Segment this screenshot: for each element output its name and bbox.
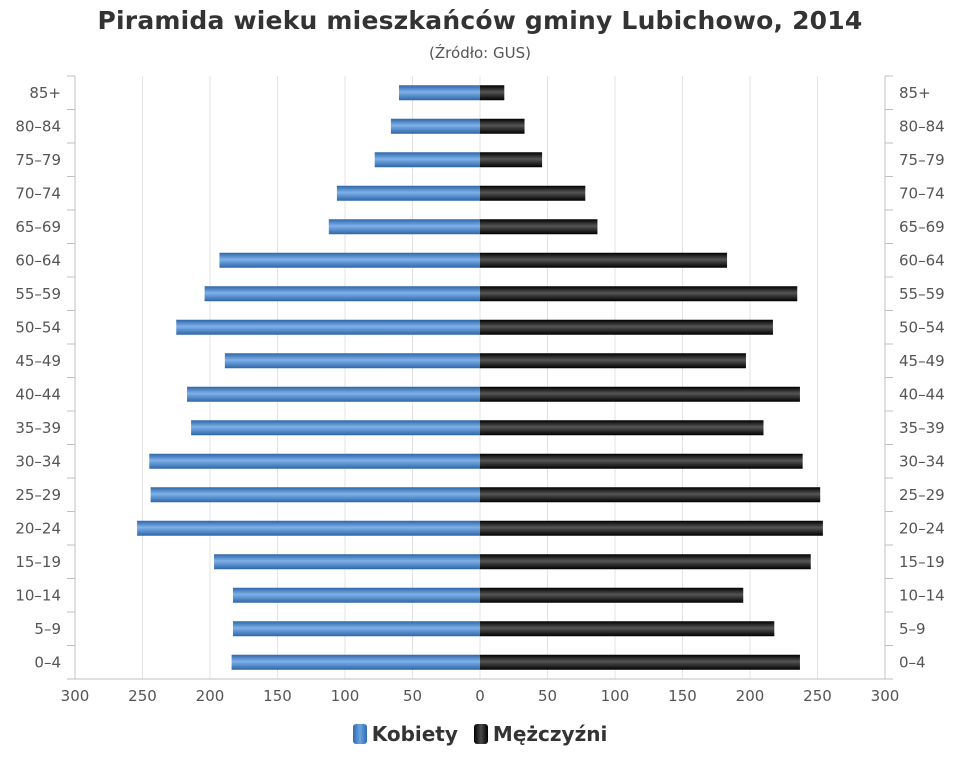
bar-mezczyzni — [480, 152, 543, 168]
legend: Kobiety Mężczyźni — [0, 722, 960, 746]
bar-kobiety — [150, 487, 480, 503]
bar-mezczyzni — [480, 319, 773, 335]
axes — [67, 75, 893, 680]
y-tick-label-right: 80–84 — [899, 117, 945, 135]
y-tick-label-right: 0–4 — [899, 653, 926, 671]
bar-kobiety — [219, 252, 480, 268]
y-tick-label-right: 40–44 — [899, 385, 945, 403]
bar-mezczyzni — [480, 487, 821, 503]
legend-swatch-kobiety — [352, 724, 367, 744]
y-tick-label-left: 20–24 — [15, 519, 61, 537]
y-tick-label-left: 15–19 — [15, 553, 61, 571]
bar-mezczyzni — [480, 386, 800, 402]
x-tick-label: 150 — [668, 687, 697, 705]
x-tick-label: 300 — [871, 687, 900, 705]
bar-kobiety — [399, 85, 480, 101]
x-tick-label: 0 — [475, 687, 485, 705]
legend-label-mezczyzni: Mężczyźni — [492, 722, 608, 746]
legend-swatch-mezczyzni — [473, 724, 488, 744]
bar-mezczyzni — [480, 118, 525, 134]
bar-mezczyzni — [480, 252, 728, 268]
bar-mezczyzni — [480, 621, 775, 637]
y-tick-label-left: 65–69 — [15, 218, 61, 236]
x-tick-label: 200 — [736, 687, 765, 705]
bar-kobiety — [232, 621, 480, 637]
x-tick-label: 150 — [263, 687, 292, 705]
bar-kobiety — [176, 319, 480, 335]
y-tick-label-left: 40–44 — [15, 385, 61, 403]
y-tick-label-right: 25–29 — [899, 486, 945, 504]
legend-label-kobiety: Kobiety — [371, 722, 458, 746]
y-tick-label-left: 60–64 — [15, 251, 61, 269]
y-tick-label-right: 50–54 — [899, 318, 945, 336]
y-tick-label-right: 5–9 — [899, 620, 926, 638]
legend-item-mezczyzni[interactable]: Mężczyźni — [473, 722, 608, 746]
y-tick-label-left: 25–29 — [15, 486, 61, 504]
bar-mezczyzni — [480, 520, 823, 536]
bar-mezczyzni — [480, 654, 800, 670]
y-tick-label-right: 65–69 — [899, 218, 945, 236]
y-tick-label-right: 60–64 — [899, 251, 945, 269]
y-tick-label-right: 30–34 — [899, 452, 945, 470]
bar-mezczyzni — [480, 587, 744, 603]
y-tick-label-left: 35–39 — [15, 419, 61, 437]
bar-mezczyzni — [480, 85, 505, 101]
y-tick-label-right: 35–39 — [899, 419, 945, 437]
bars — [137, 85, 823, 670]
y-tick-label-right: 75–79 — [899, 151, 945, 169]
bar-mezczyzni — [480, 353, 746, 369]
y-tick-label-left: 10–14 — [15, 586, 61, 604]
x-tick-label: 100 — [331, 687, 360, 705]
tick-labels: 300 250 200 150 100 50 0 50 100 150 200 250 300 85+ 85… — [15, 84, 944, 705]
bar-mezczyzni — [480, 219, 598, 235]
bar-kobiety — [137, 520, 480, 536]
y-tick-label-left: 5–9 — [34, 620, 61, 638]
bar-kobiety — [204, 286, 480, 302]
chart-title: Piramida wieku mieszkańców gminy Lubicho… — [97, 6, 863, 35]
chart-subtitle: (Źródło: GUS) — [429, 44, 531, 62]
y-tick-label-right: 85+ — [899, 84, 931, 102]
y-tick-label-left: 80–84 — [15, 117, 61, 135]
bar-kobiety — [214, 554, 481, 570]
x-tick-label: 200 — [196, 687, 225, 705]
x-tick-label: 50 — [403, 687, 422, 705]
bar-kobiety — [191, 420, 480, 436]
y-tick-label-right: 20–24 — [899, 519, 945, 537]
y-tick-label-right: 45–49 — [899, 352, 945, 370]
y-tick-label-left: 70–74 — [15, 184, 61, 202]
y-tick-label-left: 0–4 — [34, 653, 61, 671]
x-tick-label: 250 — [803, 687, 832, 705]
legend-item-kobiety[interactable]: Kobiety — [352, 722, 458, 746]
bar-kobiety — [149, 453, 480, 469]
bar-kobiety — [231, 654, 480, 670]
y-tick-label-right: 55–59 — [899, 285, 945, 303]
y-tick-label-right: 70–74 — [899, 184, 945, 202]
x-tick-label: 100 — [601, 687, 630, 705]
bar-mezczyzni — [480, 185, 586, 201]
y-tick-label-left: 55–59 — [15, 285, 61, 303]
x-tick-label: 50 — [538, 687, 557, 705]
bar-kobiety — [224, 353, 480, 369]
y-tick-label-left: 75–79 — [15, 151, 61, 169]
y-tick-label-right: 10–14 — [899, 586, 945, 604]
y-tick-label-left: 30–34 — [15, 452, 61, 470]
bar-kobiety — [328, 219, 480, 235]
y-tick-label-left: 85+ — [29, 84, 61, 102]
bar-kobiety — [232, 587, 480, 603]
bar-mezczyzni — [480, 420, 764, 436]
y-tick-label-left: 50–54 — [15, 318, 61, 336]
x-tick-label: 300 — [61, 687, 90, 705]
bar-kobiety — [374, 152, 480, 168]
bar-kobiety — [336, 185, 480, 201]
bar-mezczyzni — [480, 554, 811, 570]
bar-mezczyzni — [480, 286, 798, 302]
bar-kobiety — [390, 118, 480, 134]
y-tick-label-right: 15–19 — [899, 553, 945, 571]
bar-kobiety — [187, 386, 481, 402]
bar-mezczyzni — [480, 453, 803, 469]
y-tick-label-left: 45–49 — [15, 352, 61, 370]
x-tick-label: 250 — [128, 687, 157, 705]
